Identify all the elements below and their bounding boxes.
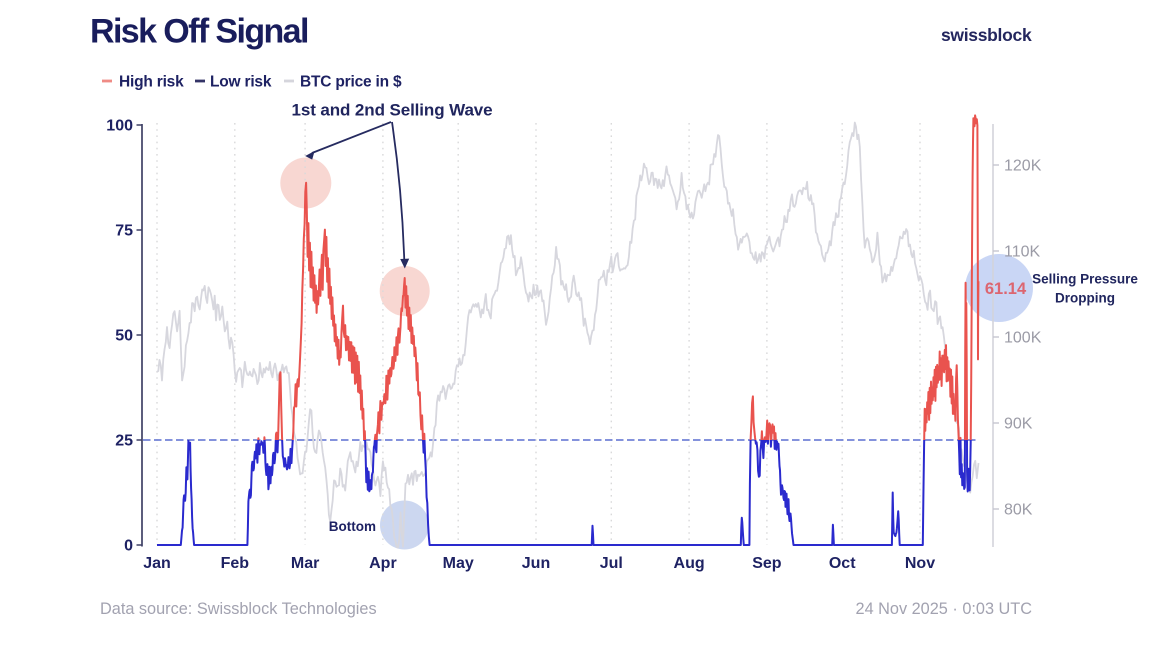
svg-text:110K: 110K bbox=[1004, 244, 1041, 261]
svg-text:Jan: Jan bbox=[143, 555, 171, 572]
svg-text:Apr: Apr bbox=[369, 555, 397, 572]
svg-text:100K: 100K bbox=[1004, 330, 1042, 347]
svg-text:Jun: Jun bbox=[522, 555, 550, 572]
svg-text:Dropping: Dropping bbox=[1055, 291, 1115, 306]
svg-text:Sep: Sep bbox=[752, 555, 782, 572]
svg-text:0: 0 bbox=[124, 538, 133, 555]
svg-text:120K: 120K bbox=[1004, 158, 1042, 175]
svg-text:Nov: Nov bbox=[905, 555, 935, 572]
svg-text:Aug: Aug bbox=[674, 555, 705, 572]
svg-text:Risk Off Signal: Risk Off Signal bbox=[90, 13, 308, 51]
svg-text:Selling Pressure: Selling Pressure bbox=[1032, 272, 1138, 287]
svg-text:25: 25 bbox=[115, 433, 133, 450]
svg-text:BTC price in $: BTC price in $ bbox=[300, 74, 402, 91]
svg-text:Oct: Oct bbox=[829, 555, 856, 572]
svg-text:High risk: High risk bbox=[119, 74, 184, 91]
svg-text:100: 100 bbox=[106, 118, 133, 135]
svg-text:Jul: Jul bbox=[600, 555, 623, 572]
svg-text:Bottom: Bottom bbox=[329, 519, 376, 534]
svg-text:Feb: Feb bbox=[221, 555, 250, 572]
svg-text:50: 50 bbox=[115, 328, 133, 345]
svg-text:80K: 80K bbox=[1004, 502, 1033, 519]
svg-text:1st and 2nd Selling Wave: 1st and 2nd Selling Wave bbox=[291, 101, 492, 120]
svg-text:Low risk: Low risk bbox=[210, 74, 272, 91]
svg-text:May: May bbox=[443, 555, 474, 572]
svg-text:Mar: Mar bbox=[291, 555, 319, 572]
svg-text:swissblock: swissblock bbox=[941, 25, 1032, 45]
svg-text:Data source: Swissblock Techno: Data source: Swissblock Technologies bbox=[100, 600, 377, 618]
svg-text:24 Nov 2025 · 0:03 UTC: 24 Nov 2025 · 0:03 UTC bbox=[856, 600, 1033, 618]
svg-text:61.14: 61.14 bbox=[985, 280, 1027, 298]
svg-text:90K: 90K bbox=[1004, 416, 1033, 433]
svg-text:75: 75 bbox=[115, 223, 133, 240]
